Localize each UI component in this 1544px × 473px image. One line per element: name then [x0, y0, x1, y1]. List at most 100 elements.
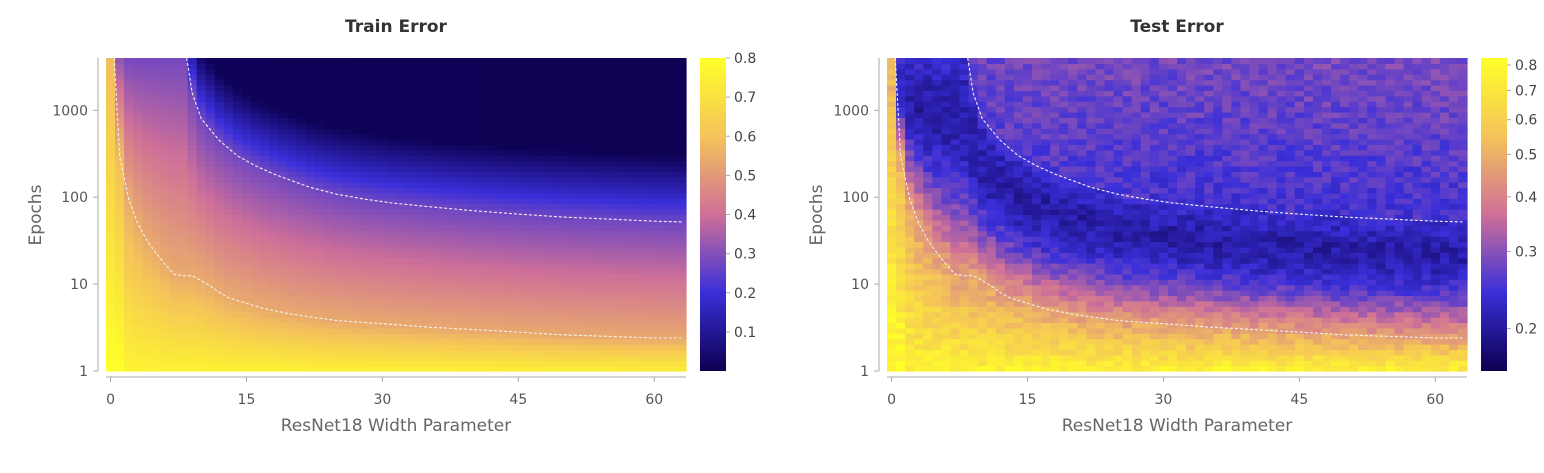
heatmap-cell — [896, 263, 906, 270]
heatmap-cell — [477, 311, 488, 318]
heatmap-cell — [232, 365, 243, 372]
heatmap-cell — [941, 257, 952, 264]
heatmap-cell — [658, 122, 669, 129]
heatmap-cell — [504, 111, 515, 118]
heatmap-cell — [396, 90, 406, 97]
heatmap-cell — [377, 360, 388, 367]
heatmap-cell — [178, 192, 189, 199]
heatmap-cell — [1032, 128, 1042, 135]
heatmap-cell — [332, 333, 343, 340]
heatmap-cell — [522, 122, 533, 129]
heatmap-cell — [269, 284, 279, 291]
heatmap-cell — [1032, 176, 1042, 183]
heatmap-cell — [640, 133, 651, 140]
heatmap-cell — [187, 203, 198, 210]
heatmap-cell — [296, 122, 306, 129]
heatmap-cell — [676, 209, 687, 216]
heatmap-cell — [178, 90, 189, 97]
heatmap-cell — [977, 268, 988, 275]
heatmap-cell — [332, 192, 343, 199]
heatmap-cell — [477, 198, 488, 205]
heatmap-cell — [531, 198, 542, 205]
heatmap-cell — [414, 263, 424, 270]
heatmap-cell — [640, 117, 651, 124]
heatmap-cell — [522, 338, 533, 345]
heatmap-cell — [568, 90, 578, 97]
heatmap-cell — [941, 171, 952, 178]
heatmap-cell — [1050, 295, 1060, 302]
heatmap-cell — [1059, 155, 1069, 162]
heatmap-cell — [305, 246, 316, 253]
heatmap-cell — [251, 268, 261, 275]
heatmap-cell — [386, 203, 397, 210]
heatmap-cell — [568, 192, 578, 199]
heatmap-cell — [923, 74, 933, 81]
heatmap-cell — [323, 160, 334, 167]
heatmap-cell — [541, 149, 551, 156]
heatmap-cell — [568, 365, 578, 372]
heatmap-cell — [459, 165, 470, 172]
heatmap-cell — [359, 230, 370, 237]
heatmap-cell — [341, 246, 352, 253]
heatmap-cell — [187, 300, 198, 307]
heatmap-cell — [986, 187, 997, 194]
heatmap-cell — [386, 95, 397, 102]
heatmap-cell — [350, 225, 361, 232]
heatmap-cell — [178, 95, 189, 102]
heatmap-cell — [522, 246, 533, 253]
heatmap-cell — [423, 295, 433, 302]
colorbar-tick-label: 0.3 — [734, 247, 756, 263]
heatmap-cell — [604, 230, 615, 237]
heatmap-cell — [251, 149, 261, 156]
heatmap-cell — [196, 144, 207, 151]
heatmap-cell — [1050, 138, 1060, 145]
heatmap-cell — [513, 354, 524, 361]
heatmap-cell — [232, 95, 243, 102]
heatmap-cell — [251, 128, 261, 135]
heatmap-cell — [441, 268, 451, 275]
heatmap-cell — [115, 106, 125, 113]
heatmap-cell — [959, 311, 970, 318]
heatmap-cell — [986, 354, 997, 361]
heatmap-cell — [541, 279, 551, 286]
heatmap-cell — [160, 165, 171, 172]
heatmap-cell — [968, 182, 979, 189]
heatmap-cell — [459, 322, 470, 329]
heatmap-cell — [1022, 198, 1033, 205]
heatmap-cell — [541, 209, 551, 216]
heatmap-cell — [187, 257, 198, 264]
heatmap-cell — [613, 295, 624, 302]
heatmap-cell — [495, 236, 506, 243]
heatmap-cell — [323, 63, 334, 70]
heatmap-cell — [314, 209, 325, 216]
heatmap-cell — [1068, 273, 1078, 280]
contour-line — [113, 57, 682, 339]
heatmap-cell — [1077, 279, 1087, 286]
heatmap-cell — [414, 101, 424, 108]
heatmap-cell — [640, 284, 651, 291]
heatmap-cell — [640, 306, 651, 313]
heatmap-cell — [968, 144, 979, 151]
heatmap-cell — [550, 160, 560, 167]
heatmap-cell — [323, 128, 334, 135]
heatmap-cell — [1050, 192, 1060, 199]
heatmap-cell — [232, 360, 243, 367]
heatmap-cell — [187, 101, 198, 108]
heatmap-cell — [278, 279, 288, 286]
heatmap-cell — [932, 106, 942, 113]
heatmap-cell — [1059, 230, 1069, 237]
heatmap-cell — [914, 333, 924, 340]
heatmap-cell — [368, 79, 379, 86]
heatmap-cell — [142, 230, 152, 237]
heatmap-cell — [377, 263, 388, 270]
heatmap-cell — [196, 214, 207, 221]
heatmap-cell — [260, 317, 270, 324]
heatmap-cell — [995, 144, 1006, 151]
heatmap-cell — [323, 338, 334, 345]
heatmap-cell — [604, 128, 615, 135]
heatmap-cell — [405, 225, 415, 232]
heatmap-cell — [341, 290, 352, 297]
heatmap-cell — [968, 322, 979, 329]
heatmap-cell — [178, 360, 189, 367]
